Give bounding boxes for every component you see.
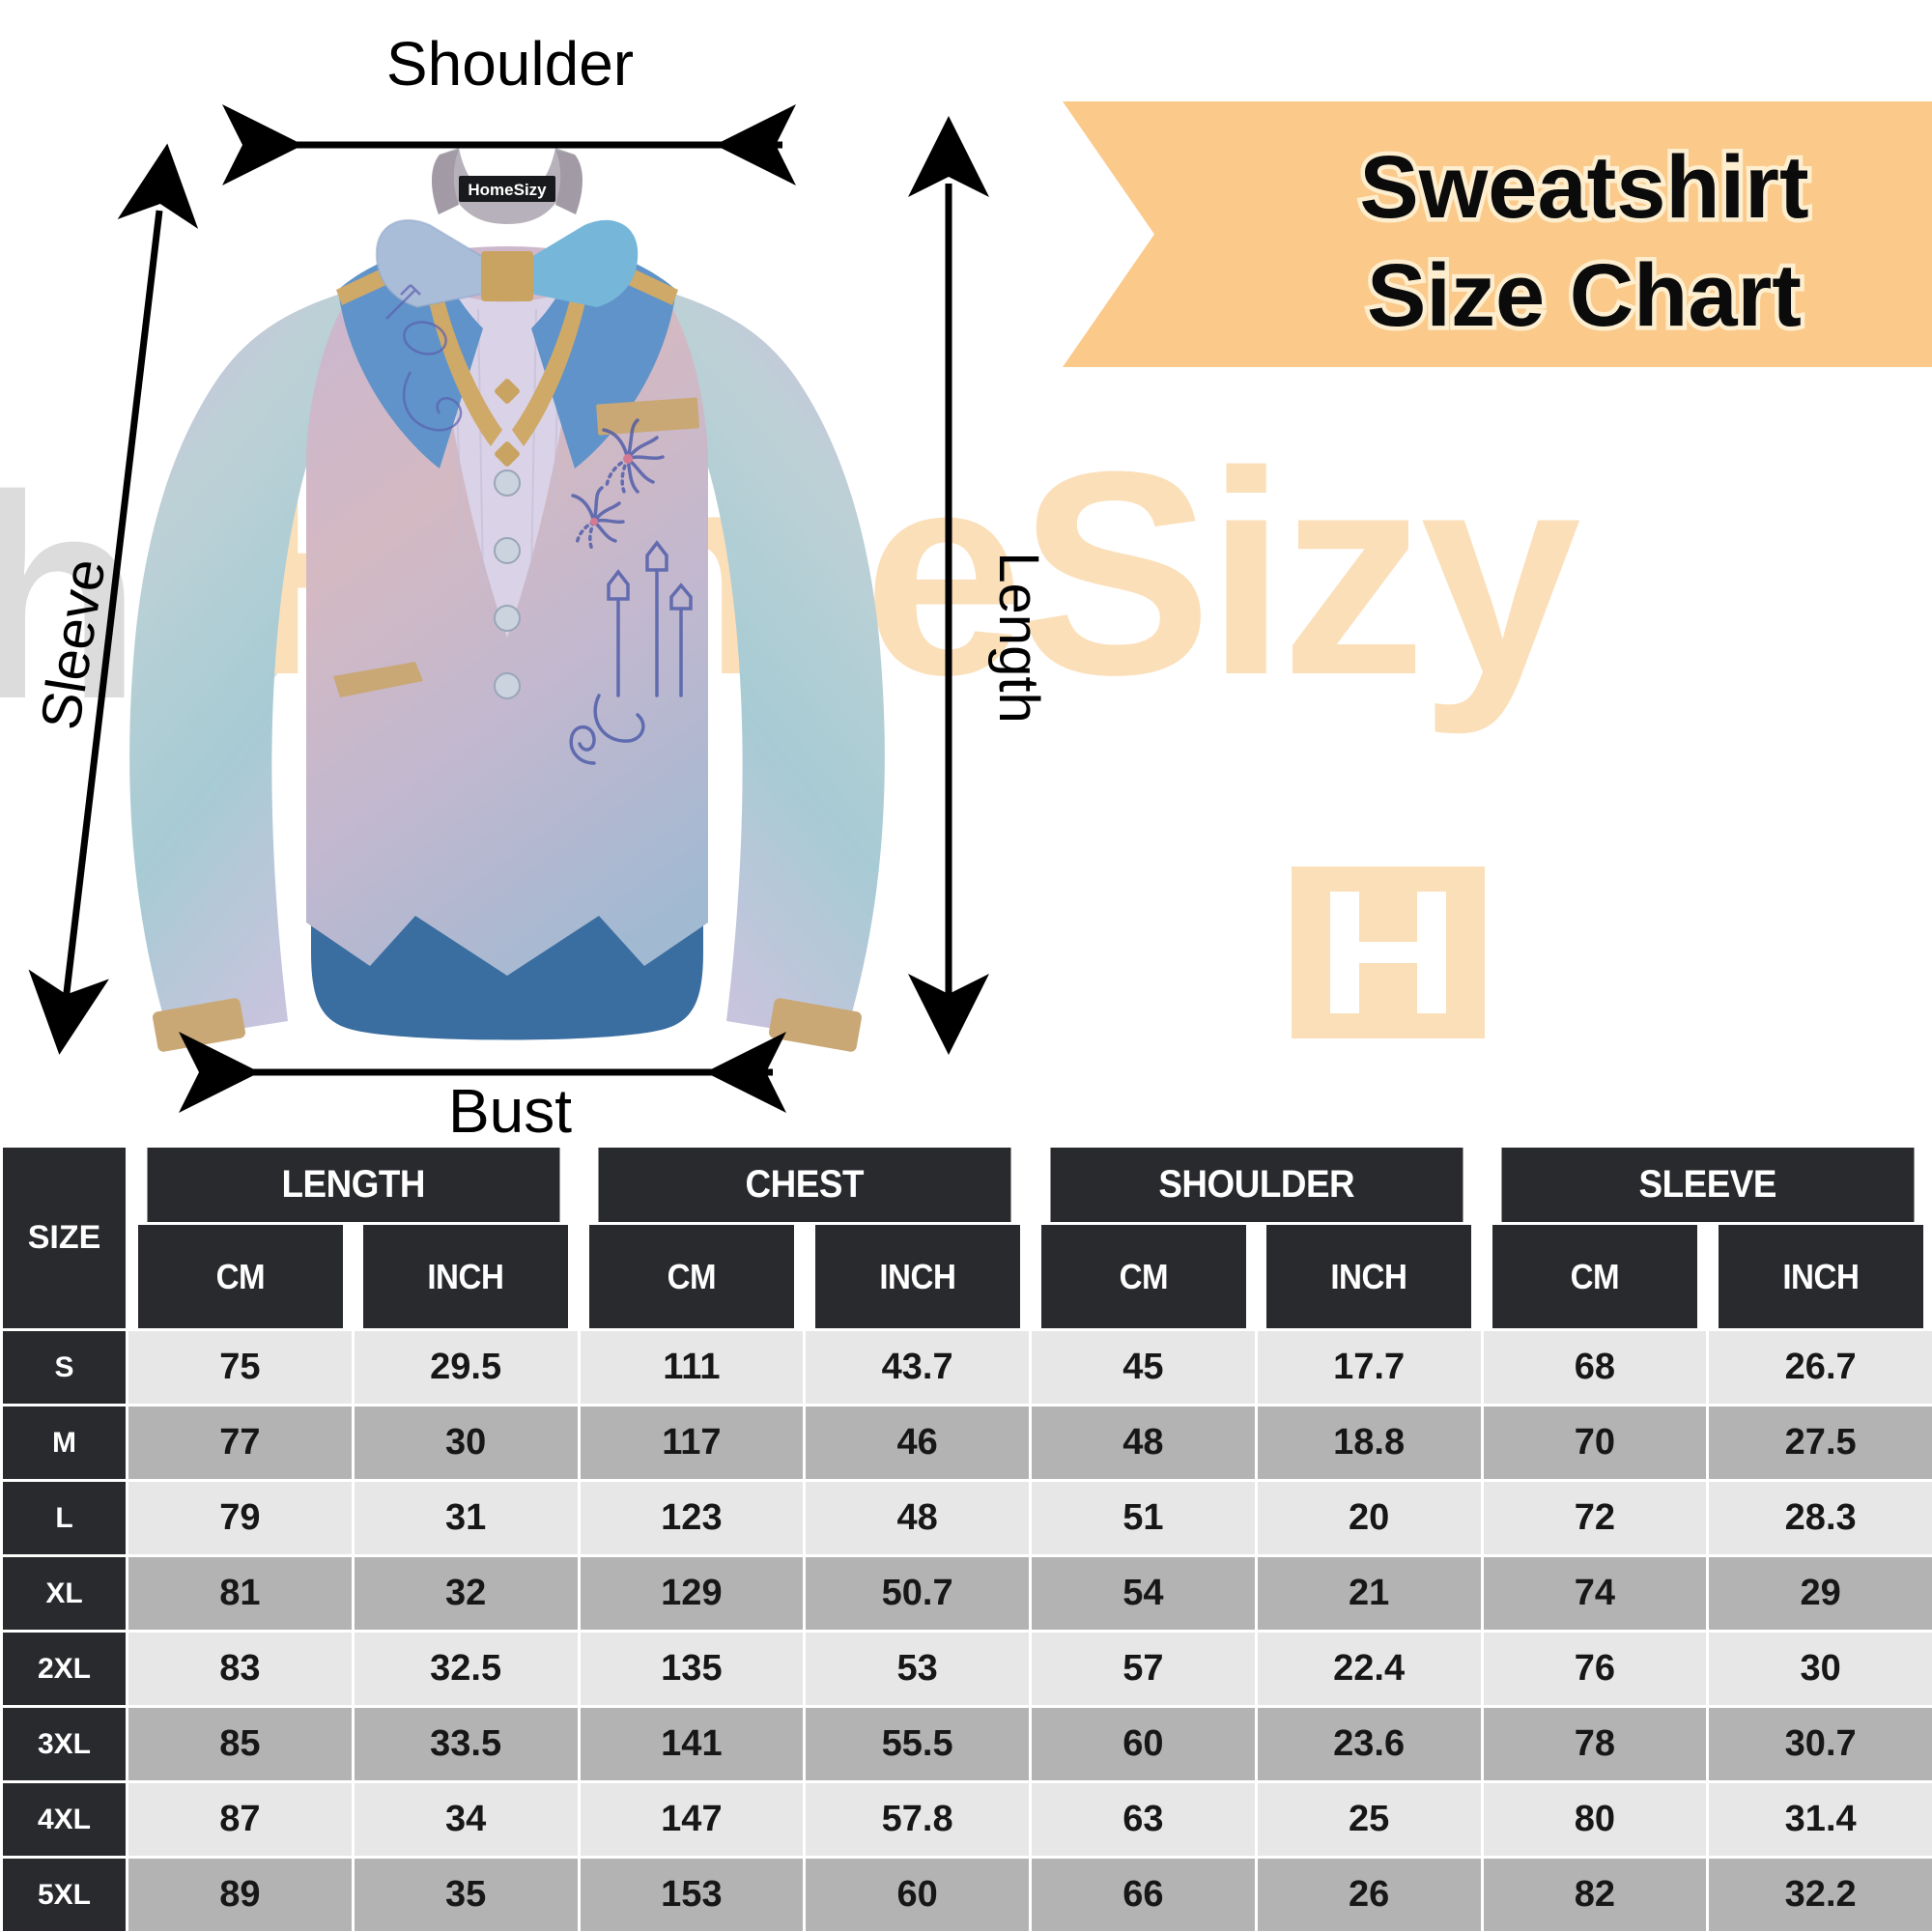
svg-text:Sweatshirt: Sweatshirt xyxy=(1359,138,1808,237)
svg-text:Size Chart: Size Chart xyxy=(1367,246,1802,345)
svg-text:Shoulder: Shoulder xyxy=(386,29,634,99)
svg-text:Bust: Bust xyxy=(448,1076,572,1146)
svg-text:Sleeve: Sleeve xyxy=(29,554,118,733)
svg-text:Length: Length xyxy=(987,552,1050,723)
